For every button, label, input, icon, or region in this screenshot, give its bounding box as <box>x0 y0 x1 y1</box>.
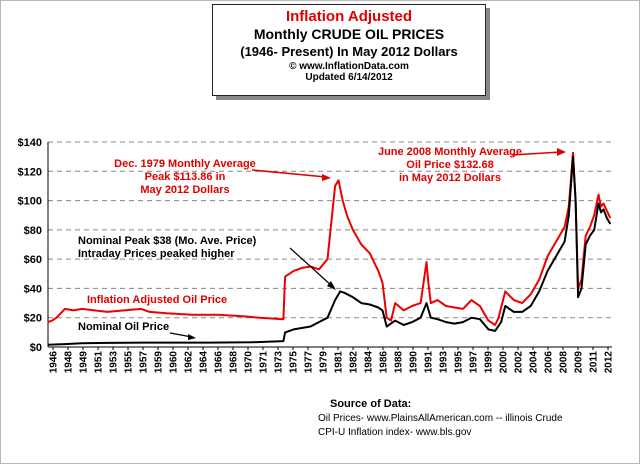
title-box: Inflation Adjusted Monthly CRUDE OIL PRI… <box>212 4 486 96</box>
x-tick-label: 1962 <box>184 351 195 374</box>
y-axis: $0 $20 $40 $60 $80 $100 $120 $140 <box>18 137 49 354</box>
updated-text: Updated 6/14/2012 <box>305 72 393 83</box>
x-tick-label: 1951 <box>94 351 105 374</box>
annotation-nominal: Nominal Peak $38 (Mo. Ave. Price) Intrad… <box>78 235 257 260</box>
annotation-nominal-line2: Intraday Prices peaked higher <box>78 248 235 260</box>
x-tick-label: 1959 <box>154 351 165 374</box>
x-tick-label: 1986 <box>379 351 390 374</box>
x-tick-label: 2009 <box>574 351 585 374</box>
x-tick-label: 1982 <box>349 351 360 374</box>
arrow-nominal-label-head <box>188 334 196 340</box>
x-tick-label: 2011 <box>589 351 600 373</box>
source-line-cpi: CPI-U Inflation index- www.bls.gov <box>318 427 472 438</box>
x-tick-label: 1993 <box>439 351 450 374</box>
copyright-text: © www.InflationData.com <box>289 61 409 72</box>
chart-title-line1: Inflation Adjusted <box>285 8 413 25</box>
x-tick-label: 1975 <box>289 351 300 374</box>
source-line-oil: Oil Prices- www.PlainsAllAmerican.com --… <box>318 413 563 424</box>
x-tick-label: 1991 <box>424 351 435 374</box>
annotation-nominal-line1: Nominal Peak $38 (Mo. Ave. Price) <box>78 235 257 247</box>
source-heading: Source of Data: <box>330 398 412 410</box>
x-axis: 1946 1948 1949 1951 1953 1955 1957 1959 1960 1962… <box>48 346 615 374</box>
x-tick-label: 1948 <box>64 351 75 374</box>
annotation-2008-line3: in May 2012 Dollars <box>399 172 501 184</box>
arrow-nominal <box>289 247 333 287</box>
x-tick-label: 1979 <box>319 351 330 374</box>
x-tick-label: 1981 <box>334 351 345 374</box>
label-nominal: Nominal Oil Price <box>78 321 169 333</box>
x-tick-label: 1971 <box>259 351 270 374</box>
y-tick-label: $20 <box>24 313 42 325</box>
x-tick-label: 2012 <box>604 351 615 374</box>
x-tick-label: 1964 <box>199 351 210 374</box>
annotation-1979-line2: Peak $113.86 in <box>145 171 226 183</box>
x-tick-label: 1999 <box>484 351 495 374</box>
x-tick-label: 1984 <box>364 351 375 374</box>
arrow-nominal-head <box>327 281 336 290</box>
x-tick-label: 1977 <box>304 351 315 374</box>
label-inflation-adjusted: Inflation Adjusted Oil Price <box>87 294 227 306</box>
y-tick-label: $100 <box>18 196 42 208</box>
x-tick-label: 2002 <box>514 351 525 374</box>
annotation-2008: June 2008 Monthly Average Oil Price $132… <box>378 146 522 184</box>
annotation-1979-line3: May 2012 Dollars <box>140 184 229 196</box>
chart-subtitle: (1946- Present) In May 2012 Dollars <box>240 44 458 59</box>
x-tick-label: 1957 <box>139 351 150 374</box>
series-line-nominal <box>47 155 612 346</box>
x-tick-label: 1968 <box>229 351 240 374</box>
x-tick-label: 2008 <box>559 351 570 374</box>
annotation-1979: Dec. 1979 Monthly Average Peak $113.86 i… <box>114 158 256 196</box>
x-tick-label: 2000 <box>499 351 510 374</box>
y-tick-label: $80 <box>24 225 42 237</box>
x-tick-label: 1995 <box>454 351 465 374</box>
annotation-2008-line1: June 2008 Monthly Average <box>378 146 522 158</box>
chart-title-line2: Monthly CRUDE OIL PRICES <box>253 26 445 42</box>
x-tick-label: 1973 <box>274 351 285 374</box>
x-tick-label: 1949 <box>79 351 90 374</box>
x-tick-label: 2006 <box>544 351 555 374</box>
y-tick-label: $40 <box>24 283 42 295</box>
arrow-2008 <box>511 151 562 156</box>
y-tick-label: $140 <box>18 137 42 149</box>
arrow-1979-head <box>322 174 331 181</box>
x-tick-label: 2004 <box>529 351 540 374</box>
x-tick-label: 1997 <box>469 351 480 374</box>
y-tick-label: $0 <box>30 342 42 354</box>
arrow-2008-head <box>557 148 566 156</box>
x-tick-label: 1970 <box>244 351 255 374</box>
x-tick-label: 1988 <box>394 351 405 374</box>
y-tick-label: $120 <box>18 166 42 178</box>
arrow-1979 <box>251 169 327 178</box>
x-tick-label: 1960 <box>169 351 180 374</box>
x-tick-label: 1953 <box>109 351 120 374</box>
x-tick-label: 1966 <box>214 351 225 374</box>
x-tick-label: 1955 <box>124 351 135 374</box>
x-tick-label: 1946 <box>49 351 60 374</box>
x-tick-label: 1990 <box>409 351 420 374</box>
y-tick-label: $60 <box>24 254 42 266</box>
annotation-2008-line2: Oil Price $132.68 <box>406 159 493 171</box>
series-lines <box>47 151 612 346</box>
annotation-1979-line1: Dec. 1979 Monthly Average <box>114 158 256 170</box>
